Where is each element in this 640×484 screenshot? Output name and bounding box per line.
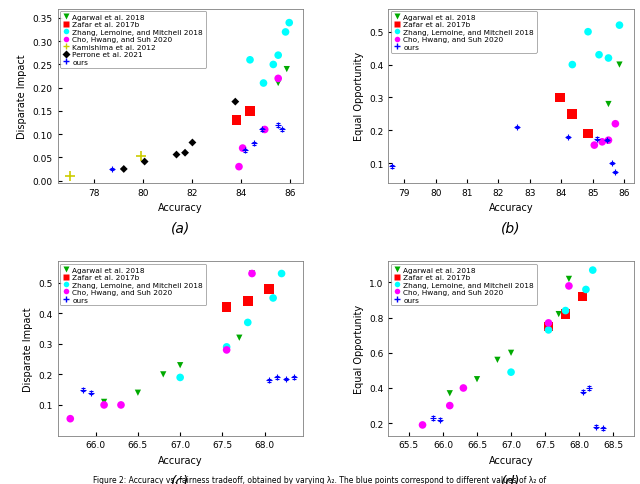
Point (583, 131, 593, 138)
Text: (d): (d) (501, 473, 521, 484)
Point (136, 153, 146, 161)
Point (581, 286, 591, 294)
Point (273, 52, 284, 60)
Point (118, 166, 129, 173)
Point (567, 61, 577, 69)
Point (172, 151, 182, 159)
Point (417, 421, 428, 429)
Point (230, 99, 241, 106)
Point (543, 319, 554, 327)
Point (247, 270, 257, 278)
Point (175, 362, 185, 369)
Point (245, 57, 255, 64)
Point (237, 145, 248, 152)
Point (567, 111, 577, 119)
X-axis label: Accuracy: Accuracy (158, 455, 202, 465)
Legend: Agarwal et al. 2018, Zafar et al. 2017b, Zhang, Lemoine, and Mitchell 2018, Cho,: Agarwal et al. 2018, Zafar et al. 2017b,… (390, 12, 537, 54)
Point (188, 139, 198, 147)
Point (116, 401, 126, 409)
Point (594, 52, 604, 60)
Point (260, 126, 270, 134)
Legend: Agarwal et al. 2018, Zafar et al. 2017b, Zhang, Lemoine, and Mitchell 2018, Cho,: Agarwal et al. 2018, Zafar et al. 2017b,… (60, 264, 206, 306)
Point (99, 401, 109, 409)
Point (564, 275, 574, 283)
Point (99, 398, 109, 406)
Point (243, 298, 253, 305)
Point (247, 270, 257, 278)
Point (158, 371, 168, 378)
Point (276, 270, 287, 278)
Point (259, 80, 269, 88)
Point (506, 368, 516, 376)
Point (597, 138, 607, 146)
X-axis label: Accuracy: Accuracy (158, 203, 202, 213)
Point (268, 294, 278, 302)
Y-axis label: Disparate Impact: Disparate Impact (17, 54, 27, 139)
Legend: Agarwal et al. 2018, Zafar et al. 2017b, Zhang, Lemoine, and Mitchell 2018, Cho,: Agarwal et al. 2018, Zafar et al. 2017b,… (390, 264, 537, 306)
Point (577, 293, 588, 301)
Point (132, 389, 143, 397)
Point (543, 323, 554, 331)
Point (458, 384, 468, 392)
Point (543, 326, 554, 334)
Point (140, 158, 150, 166)
Point (268, 61, 278, 69)
Point (273, 80, 284, 88)
Point (221, 303, 232, 311)
Point (589, 142, 600, 150)
Point (175, 374, 185, 381)
Text: Figure 2: Accuracy vs. fairness tradeoff, obtained by varying λ₂. The blue point: Figure 2: Accuracy vs. fairness tradeoff… (93, 475, 547, 484)
Point (245, 108, 255, 116)
Point (65, 415, 76, 423)
Y-axis label: Equal Opportunity: Equal Opportunity (354, 304, 364, 393)
Point (555, 94, 565, 102)
Point (234, 334, 244, 342)
Point (180, 150, 190, 157)
Point (280, 29, 291, 37)
Point (561, 311, 571, 318)
X-axis label: Accuracy: Accuracy (489, 455, 533, 465)
Point (234, 164, 244, 171)
Text: (c): (c) (171, 473, 189, 484)
Point (65, 173, 75, 181)
Point (264, 286, 274, 293)
Legend: Agarwal et al. 2018, Zafar et al. 2017b, Zhang, Lemoine, and Mitchell 2018, Cho,: Agarwal et al. 2018, Zafar et al. 2017b,… (60, 12, 206, 69)
Point (472, 376, 482, 383)
Point (284, 20, 294, 28)
Point (611, 121, 621, 128)
Point (604, 55, 614, 63)
Point (614, 22, 625, 30)
Point (282, 66, 292, 74)
Point (232, 117, 242, 125)
Point (243, 319, 253, 327)
Point (588, 267, 598, 274)
Point (221, 347, 232, 354)
Point (492, 356, 502, 364)
Point (604, 101, 614, 109)
Point (564, 283, 574, 290)
Text: (b): (b) (501, 221, 521, 235)
Point (583, 29, 593, 36)
Point (561, 307, 571, 315)
Point (445, 402, 455, 409)
X-axis label: Accuracy: Accuracy (489, 203, 533, 213)
Point (445, 390, 455, 397)
Y-axis label: Equal Opportunity: Equal Opportunity (354, 52, 364, 141)
Point (273, 76, 284, 83)
Point (221, 343, 232, 351)
Point (554, 311, 564, 318)
Text: (a): (a) (170, 221, 190, 235)
Point (604, 137, 614, 145)
Point (614, 61, 625, 69)
Point (506, 349, 516, 357)
Y-axis label: Disparate Impact: Disparate Impact (23, 306, 33, 391)
